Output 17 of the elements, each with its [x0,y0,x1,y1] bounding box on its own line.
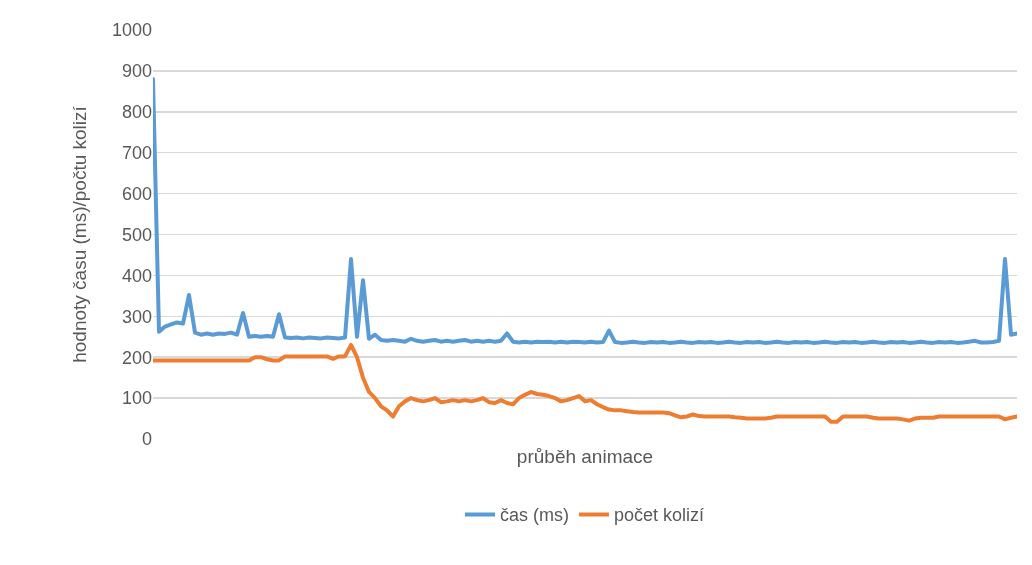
line-series [153,342,1017,424]
y-tick-label: 700 [121,143,152,163]
y-tick-label: 200 [121,347,152,368]
y-tick-label: 500 [121,224,152,245]
x-axis-title: průběh animace [516,445,654,467]
y-tick-label: 100 [121,388,152,409]
y-tick-label: 900 [121,61,152,82]
legend-label: počet kolizí [614,505,705,526]
y-tick-label: 600 [121,183,152,204]
y-tick-label: 1000 [111,20,152,41]
y-tick-label: 800 [121,102,152,123]
y-tick-label: 300 [121,306,152,327]
y-tick-label: 0 [141,429,152,450]
legend-label: čas (ms) [500,505,569,526]
line-series [153,77,1017,345]
y-axis-title: hodnoty času (ms)/počtu kolizí [68,105,90,363]
y-tick-label: 400 [121,265,152,286]
